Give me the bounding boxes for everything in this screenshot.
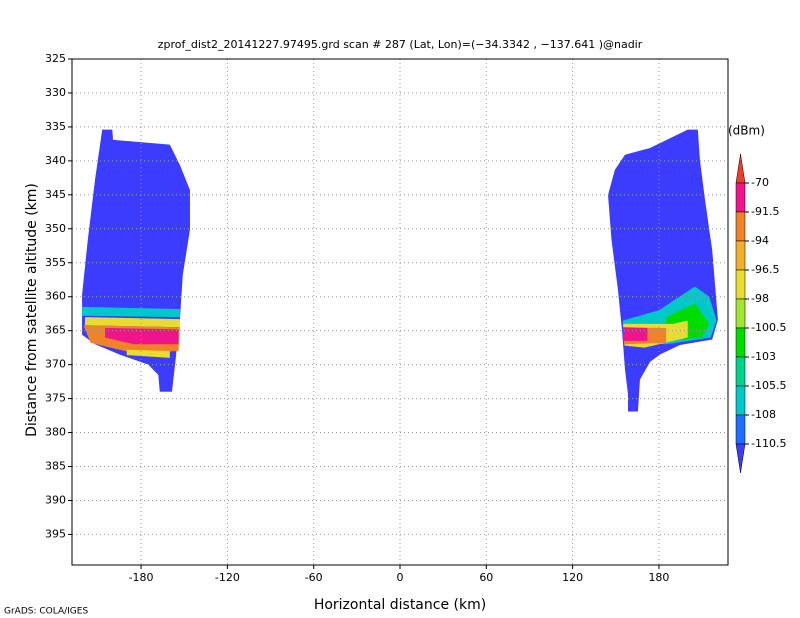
x-tick-label: -180: [129, 571, 154, 584]
shaded-region: [622, 327, 648, 341]
colorbar-label: -91.5: [751, 205, 779, 218]
colorbar-label: -100.5: [751, 321, 786, 334]
y-tick-label: 340: [45, 154, 66, 167]
y-tick-label: 360: [45, 290, 66, 303]
colorbar-label: -96.5: [751, 263, 779, 276]
colorbar-box: [735, 443, 746, 474]
colorbar-label: -110.5: [751, 437, 786, 450]
colorbar-label: -70: [751, 176, 769, 189]
colorbar-label: -94: [751, 234, 769, 247]
colorbar-box: [735, 153, 746, 184]
x-tick-label: 120: [562, 571, 583, 584]
y-tick-label: 370: [45, 358, 66, 371]
colorbar-box: [735, 269, 746, 300]
y-tick-label: 375: [45, 392, 66, 405]
y-tick-label: 335: [45, 120, 66, 133]
x-tick-label: 60: [479, 571, 493, 584]
shaded-region: [82, 306, 180, 318]
colorbar-box: [735, 298, 746, 329]
plot-frame: [71, 58, 729, 566]
y-tick-label: 325: [45, 52, 66, 65]
colorbar-label: -98: [751, 292, 769, 305]
y-tick-label: 345: [45, 188, 66, 201]
shaded-region: [126, 349, 170, 358]
y-tick-label: 395: [45, 527, 66, 540]
shaded-region: [105, 327, 179, 345]
colorbar-box: [735, 182, 746, 213]
colorbar-box: [735, 327, 746, 358]
y-tick-label: 390: [45, 493, 66, 506]
x-tick-label: 0: [397, 571, 404, 584]
y-tick-label: 350: [45, 222, 66, 235]
y-axis-label: Distance from satellite altitude (km): [24, 183, 40, 437]
colorbar-box: [735, 356, 746, 387]
y-tick-label: 380: [45, 426, 66, 439]
colorbar-label: (dBm): [728, 124, 765, 138]
shaded-region: [608, 129, 718, 412]
colorbar-box: [735, 414, 746, 445]
footer: GrADS: COLA/IGES: [4, 607, 88, 617]
y-tick-label: 385: [45, 460, 66, 473]
colorbar-box: [735, 385, 746, 416]
chart-title: zprof_dist2_20141227.97495.grd scan # 28…: [158, 38, 643, 51]
y-tick-label: 365: [45, 324, 66, 337]
colorbar-label: -103: [751, 350, 776, 363]
colorbar-box: [735, 211, 746, 242]
y-tick-label: 330: [45, 86, 66, 99]
x-tick-label: 180: [648, 571, 669, 584]
shaded-region: [84, 317, 180, 328]
x-tick-label: -60: [305, 571, 323, 584]
colorbar-label: -105.5: [751, 379, 786, 392]
x-axis-label: Horizontal distance (km): [314, 597, 486, 613]
colorbar-label: -108: [751, 408, 776, 421]
x-tick-label: -120: [215, 571, 240, 584]
y-tick-label: 355: [45, 256, 66, 269]
colorbar-box: [735, 240, 746, 271]
